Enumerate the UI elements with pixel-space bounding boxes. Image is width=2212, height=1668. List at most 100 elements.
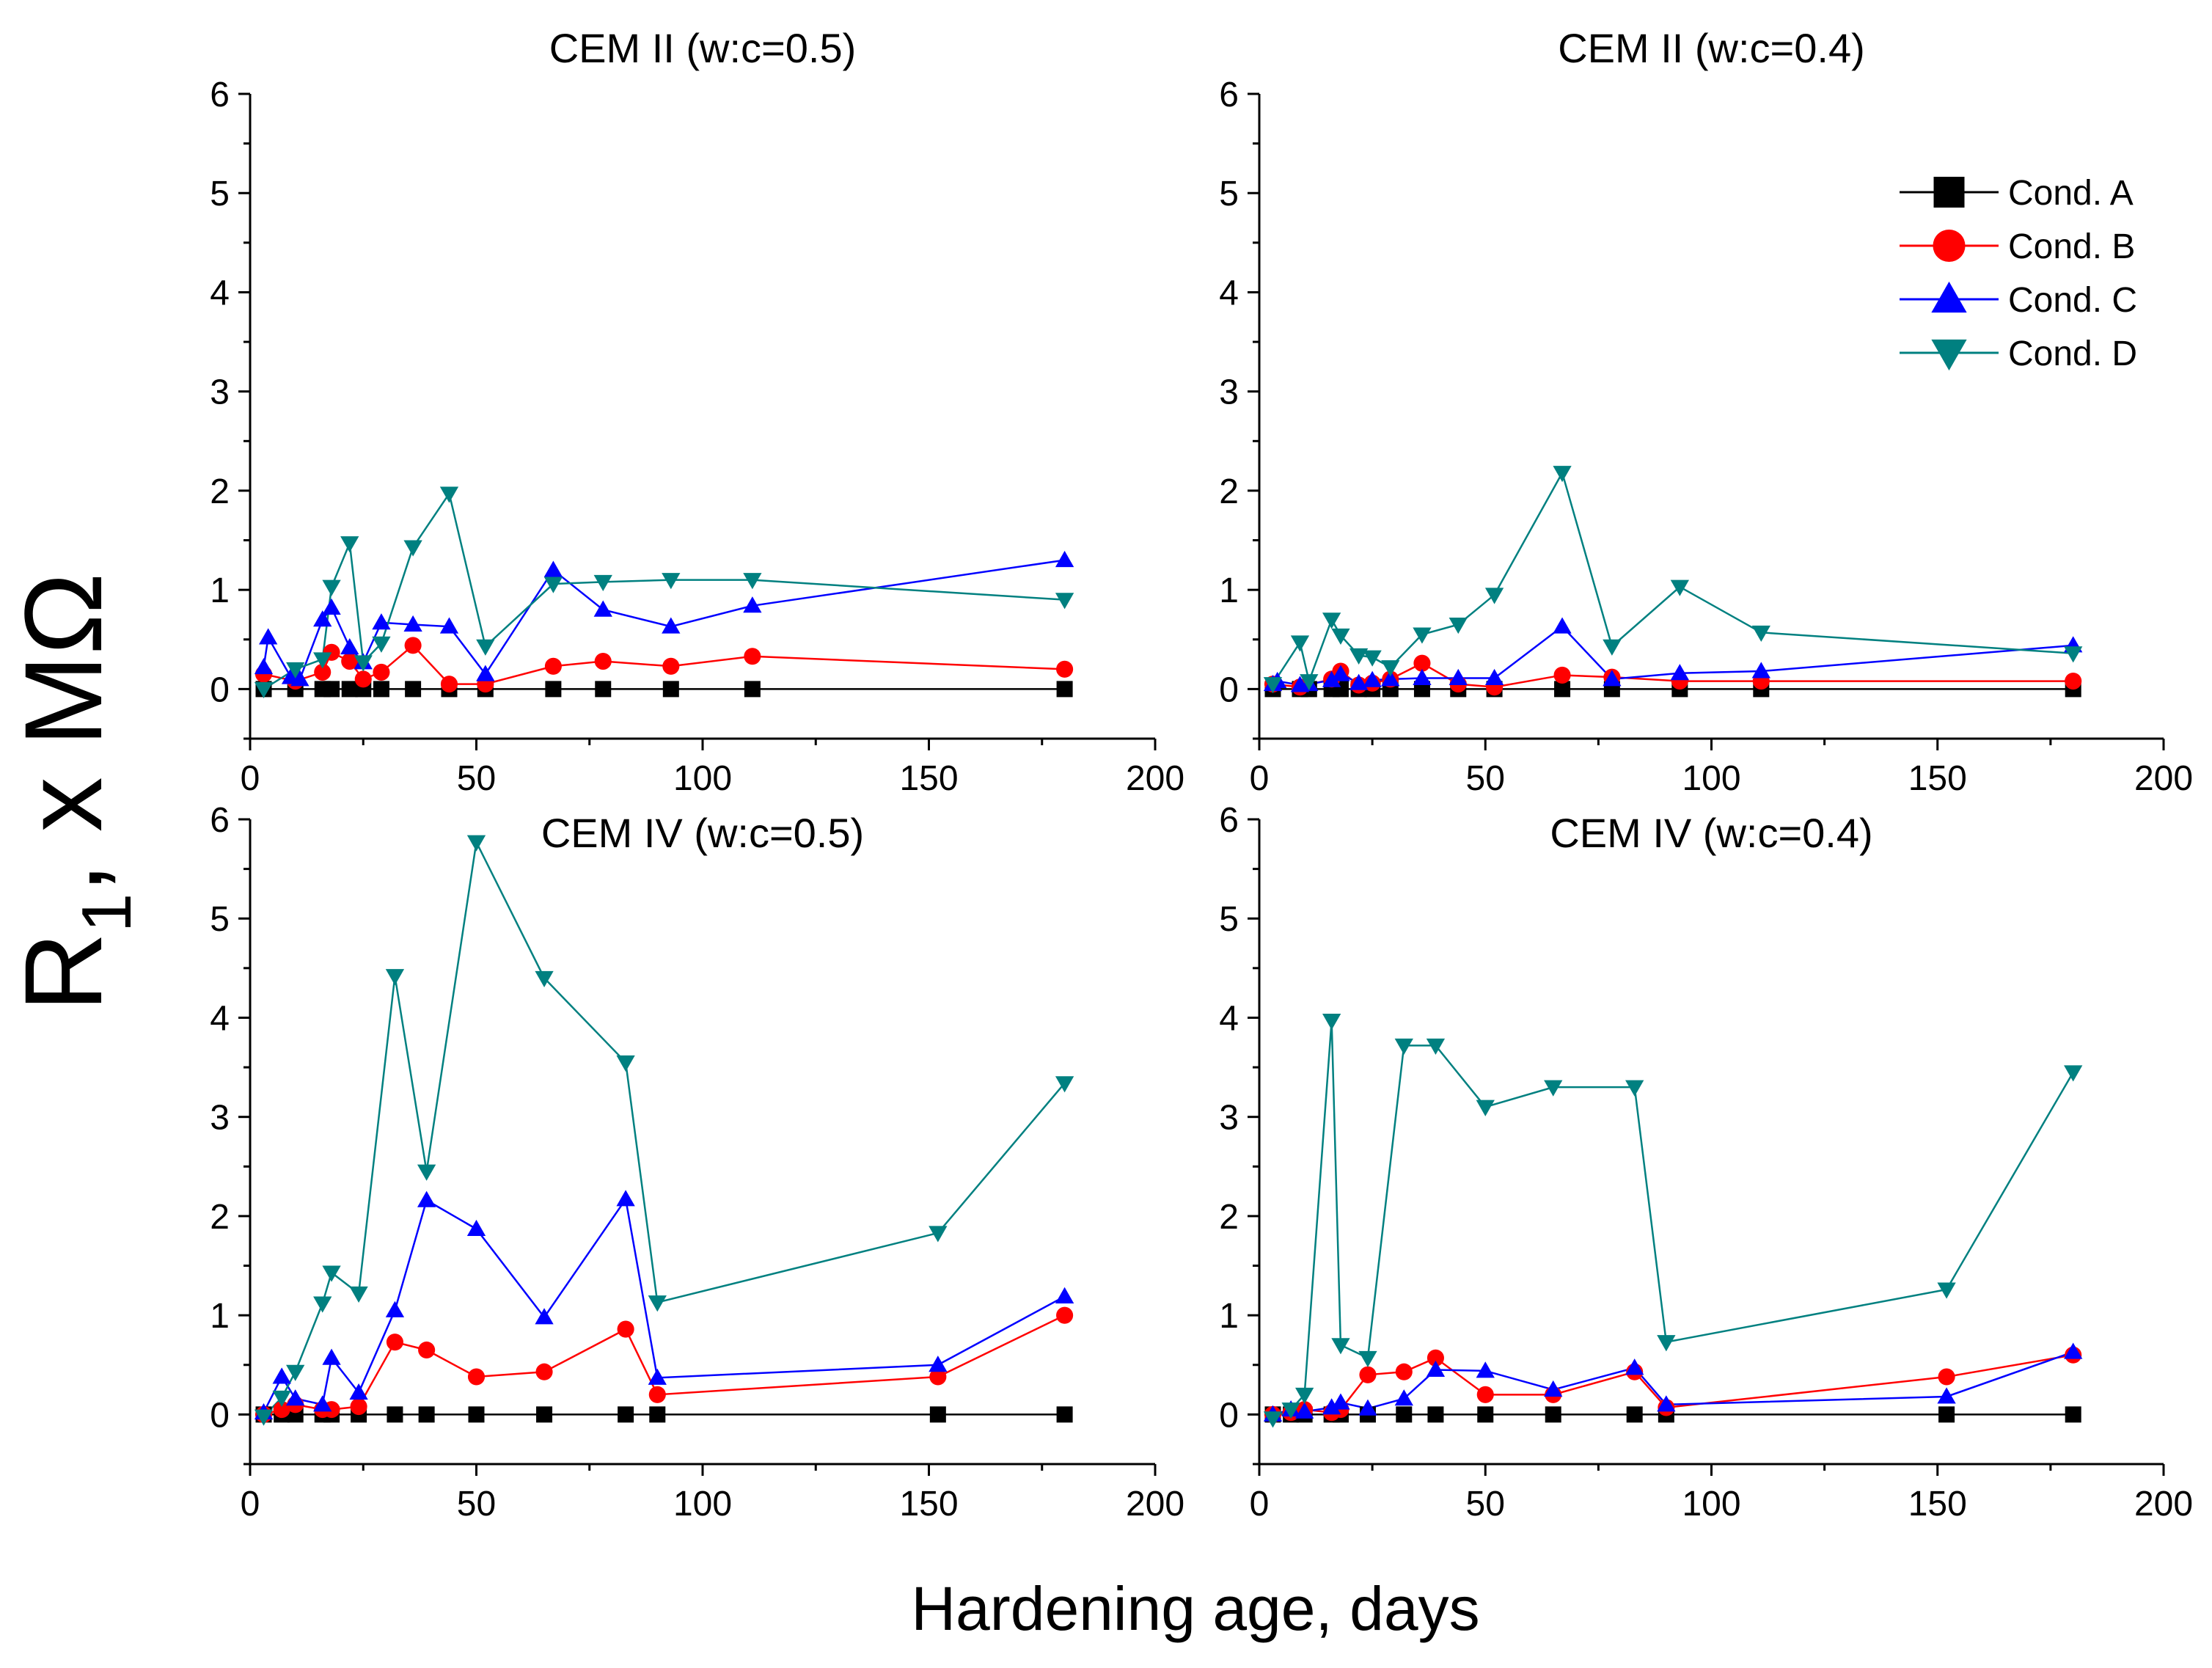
legend-cond-a-marker xyxy=(1933,177,1965,208)
cem4-wc04-cond-d-point xyxy=(1281,1402,1300,1419)
cem2-wc05-cond-a-point xyxy=(405,681,422,698)
cem2-wc05-cond-d-point xyxy=(322,579,341,596)
cem4-wc04-ytick-label: 2 xyxy=(1219,1198,1239,1237)
legend-cond-c-label: Cond. C xyxy=(2008,281,2137,320)
cem4-wc05-cond-d-point xyxy=(272,1390,291,1408)
cem2-wc04-cond-b-point xyxy=(1413,654,1431,672)
cem2-wc05-cond-d-point xyxy=(662,573,681,590)
cem4-wc04-cond-c-point xyxy=(1331,1393,1350,1410)
cem2-wc04-cond-d-point xyxy=(1553,466,1572,483)
cem2-wc04-cond-d-point xyxy=(1381,660,1400,677)
cem2-wc04-cond-c-point xyxy=(1349,673,1369,690)
cem2-wc05-cond-c-point xyxy=(403,615,422,632)
y-axis-title-suffix: , x MΩ xyxy=(1,573,125,893)
cem4-wc04-ytick-label: 6 xyxy=(1219,801,1239,840)
cem2-wc05-cond-c-point xyxy=(322,598,341,615)
cem2-wc05-cond-d-point xyxy=(543,577,563,593)
cem2-wc05-cond-b-point xyxy=(662,657,680,675)
cem4-wc04-cond-b-point xyxy=(1476,1386,1494,1403)
cem4-wc05-cond-c-point xyxy=(648,1368,667,1385)
cem2-wc05-cond-d-point xyxy=(1055,593,1074,610)
cem4-wc04-cond-d-point xyxy=(1544,1080,1563,1097)
cem2-wc04-cond-d-point xyxy=(1449,617,1468,634)
cem2-wc05-cond-d-point xyxy=(476,639,495,656)
cem4-wc05-cond-a-point xyxy=(1056,1406,1073,1423)
cem4-wc04-cond-b-point xyxy=(1359,1366,1377,1383)
cem2-wc05-cond-a-point xyxy=(545,681,562,698)
cem4-wc04-cond-c-point xyxy=(1937,1387,1956,1404)
cem2-wc05-cond-c-point xyxy=(439,617,459,634)
cem2-wc04-ytick-label: 5 xyxy=(1219,175,1239,213)
cem4-wc05-cond-c-point xyxy=(385,1301,405,1317)
cem4-wc05-cond-c-point xyxy=(535,1308,554,1325)
cem2-wc05-xtick-label: 150 xyxy=(899,759,958,798)
cem2-wc04-cond-d-point xyxy=(1331,628,1350,645)
cem2-wc04-cond-d-point xyxy=(1300,674,1319,691)
cem2-wc05-cond-b-point xyxy=(341,652,359,670)
cem2-wc04-ytick-label: 2 xyxy=(1219,472,1239,511)
cem4-wc04-cond-c-point xyxy=(1322,1398,1341,1415)
cem2-wc04-cond-d-point xyxy=(1670,579,1689,596)
cem4-wc05-cond-d-point xyxy=(929,1226,948,1243)
cem2-wc04-cond-c-point xyxy=(1449,668,1468,685)
cem2-wc04-ytick-label: 6 xyxy=(1219,76,1239,114)
cem2-wc05-cond-c-point xyxy=(543,560,563,577)
cem4-wc04-cond-a-point xyxy=(1427,1406,1444,1423)
cem4-wc05-cond-d-point xyxy=(385,969,405,986)
cem4-wc04-cond-c-point xyxy=(1657,1395,1676,1412)
cem2-wc04-cond-c-point xyxy=(1413,668,1432,685)
cem2-wc05-ytick-label: 0 xyxy=(210,670,230,709)
cem4-wc04-cond-d-line xyxy=(1272,1020,2074,1419)
cem2-wc05-cond-c-point xyxy=(313,610,332,627)
cem4-wc04-cond-d-point xyxy=(1426,1038,1446,1055)
cem2-wc05-cond-c-point xyxy=(1055,550,1074,568)
cem2-wc05-cond-a-point xyxy=(595,681,612,698)
cem4-wc04-cond-c-point xyxy=(1295,1402,1314,1419)
cem4-wc05-cond-d-point xyxy=(466,835,486,852)
cem2-wc05-cond-b-point xyxy=(404,637,422,654)
cem2-wc04-cond-c-point xyxy=(1331,665,1350,681)
cem2-wc05-cond-b-point xyxy=(440,676,458,693)
cem2-wc04-cond-d-point xyxy=(1413,627,1432,644)
cem4-wc04-cond-d-point xyxy=(1657,1335,1676,1352)
cem2-wc05-cond-c-point xyxy=(593,600,612,617)
cem4-wc05-ytick-label: 0 xyxy=(210,1396,230,1435)
cem4-wc05-xtick-label: 0 xyxy=(241,1485,260,1523)
cem4-wc05-cond-a-point xyxy=(929,1406,946,1423)
cem4-wc04-xtick-label: 100 xyxy=(1682,1485,1740,1523)
cem4-wc05-cond-b-point xyxy=(648,1386,666,1403)
cem2-wc04-cond-c-point xyxy=(1322,670,1341,687)
cem2-wc05-cond-d-point xyxy=(372,636,391,653)
cem4-wc05-cond-d-line xyxy=(263,839,1066,1417)
cem4-wc04-cond-b-point xyxy=(1938,1368,1955,1386)
y-axis-title-text: R1, x MΩ xyxy=(1,573,146,1012)
legend-cond-d-label: Cond. D xyxy=(2008,334,2137,373)
cem4-wc04-cond-c-point xyxy=(1476,1361,1495,1378)
cem2-wc05-cond-c-point xyxy=(290,670,310,687)
cem4-wc05-cond-c-point xyxy=(929,1356,948,1372)
cem2-wc04-title: CEM II (w:c=0.4) xyxy=(1558,25,1865,71)
cem4-wc05-cond-a-point xyxy=(418,1406,435,1423)
legend-cond-a-label: Cond. A xyxy=(2008,174,2134,213)
cem4-wc05-cond-d-point xyxy=(322,1265,341,1282)
cem4-wc04-cond-c-point xyxy=(1625,1358,1644,1375)
cem4-wc04-cond-d-point xyxy=(1331,1338,1350,1355)
cem4-wc04-xtick-label: 50 xyxy=(1466,1485,1505,1523)
cem4-wc05-ytick-label: 2 xyxy=(210,1198,230,1237)
cem4-wc04-cond-d-point xyxy=(1937,1282,1956,1299)
cem4-wc05-cond-a-point xyxy=(618,1406,634,1423)
cem2-wc05-cond-a-point xyxy=(323,681,340,698)
panel-cem4-wc05: 0 1 2 3 4 5 6 0 50 100 150 200 CEM IV (w:c=0.5) xyxy=(210,801,1184,1523)
cem2-wc05-cond-c-point xyxy=(372,613,391,630)
cem4-wc05-cond-c-point xyxy=(286,1389,305,1406)
cem2-wc05-ytick-label: 6 xyxy=(210,76,230,114)
cem4-wc04-cond-d-point xyxy=(2064,1065,2083,1082)
cem2-wc05-ytick-label: 4 xyxy=(210,274,230,312)
cem4-wc05-cond-d-point xyxy=(313,1296,332,1313)
cem2-wc04-cond-c-point xyxy=(1553,617,1572,634)
cem4-wc04-cond-d-point xyxy=(1394,1038,1413,1055)
cem4-wc04-xtick-label: 200 xyxy=(2134,1485,2193,1523)
cem4-wc04-xtick-label: 0 xyxy=(1250,1485,1270,1523)
cem4-wc05-cond-b-point xyxy=(386,1334,403,1351)
cem4-wc04-cond-a-point xyxy=(1626,1406,1643,1423)
